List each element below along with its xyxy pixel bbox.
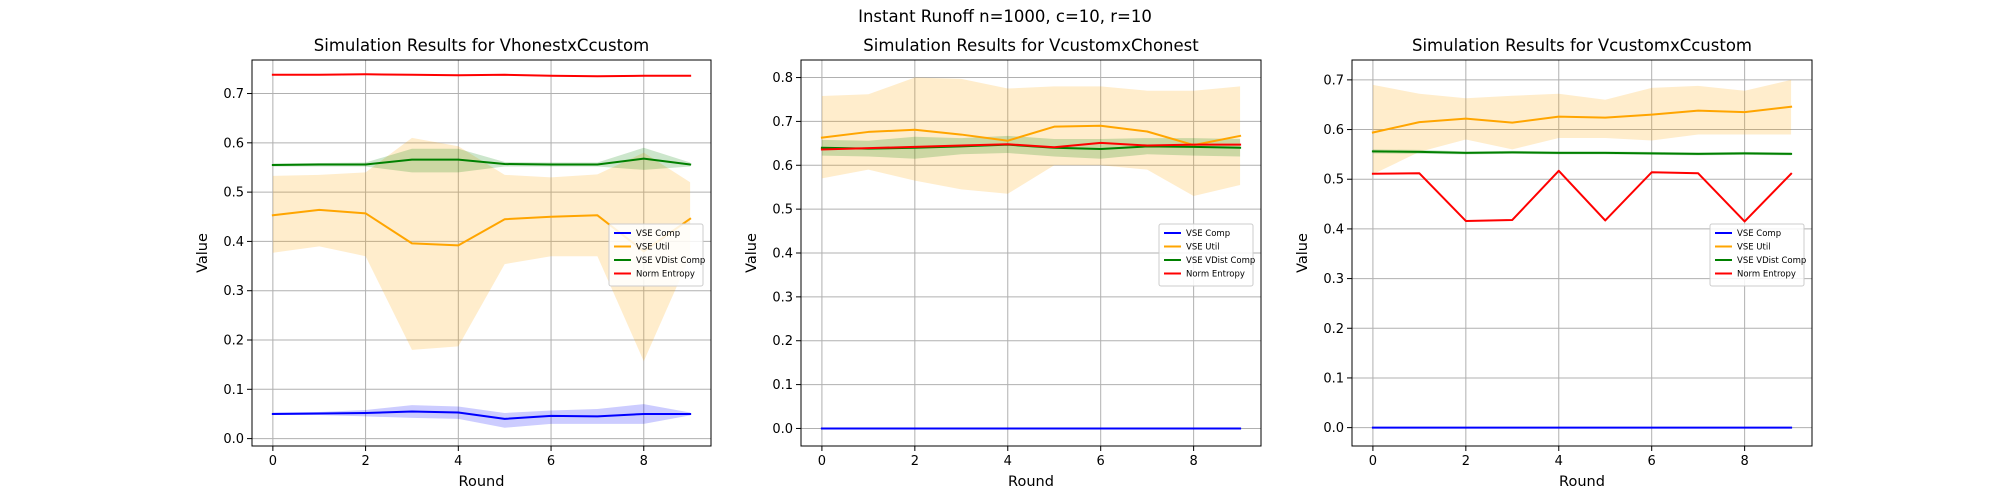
- band-vse-util: [1372, 79, 1792, 175]
- y-tick-label: 0.6: [772, 159, 793, 174]
- legend-label-vse-comp: VSE Comp: [1737, 229, 1781, 239]
- y-tick-label: 0.4: [223, 235, 244, 250]
- band-vse-util: [272, 137, 691, 362]
- axes-frame: [1351, 59, 1813, 447]
- legend-label-vse-vdist-comp: VSE VDist Comp: [636, 256, 705, 266]
- y-tick-label: 0.0: [1323, 421, 1344, 436]
- legend-label-norm-entropy: Norm Entropy: [1186, 270, 1245, 280]
- legend-label-vse-util: VSE Util: [1737, 243, 1771, 253]
- axes-frame: [251, 59, 712, 447]
- y-tick-label: 0.2: [772, 334, 793, 349]
- y-tick-label: 0.2: [223, 334, 244, 349]
- x-axis-label: Round: [459, 474, 505, 490]
- chart-vcustomxchonest: 0 2 4 6 8 0.0 0.1 0.2 0.3 0.4 0.5 0.6 0.7 0.8 Round Val…: [744, 36, 1262, 490]
- legend-label-vse-vdist-comp: VSE VDist Comp: [1186, 256, 1255, 266]
- x-tick-label: 2: [911, 454, 919, 469]
- line-vse-vdist-comp: [271, 157, 692, 167]
- x-tick-label: 4: [1004, 454, 1012, 469]
- y-tick-label: 0.1: [1323, 371, 1344, 386]
- line-vse-util: [820, 124, 1242, 147]
- legend-label-norm-entropy: Norm Entropy: [1737, 270, 1796, 280]
- x-axis-label: Round: [1008, 474, 1054, 490]
- chart-title: Simulation Results for VhonestxCcustom: [314, 36, 649, 55]
- y-tick-label: 0.2: [1323, 322, 1344, 337]
- y-tick-label: 0.1: [772, 378, 793, 393]
- y-axis-label: Value: [744, 233, 760, 273]
- legend-label-vse-comp: VSE Comp: [636, 229, 680, 239]
- x-tick-label: 6: [1097, 454, 1105, 469]
- x-tick-label: 4: [1555, 454, 1563, 469]
- chart-title: Simulation Results for VcustomxChonest: [863, 36, 1199, 55]
- x-tick-label: 2: [1462, 454, 1470, 469]
- line-norm-entropy: [271, 73, 692, 78]
- y-axis-label: Value: [195, 233, 211, 273]
- line-norm-entropy: [1371, 169, 1793, 223]
- chart-vhonestxccustom: 0 2 4 6 8 0.0 0.1 0.2 0.3 0.4 0.5 0.6 0.7 Round Value S…: [195, 36, 712, 490]
- legend-box: [608, 223, 704, 287]
- y-tick-label: 0.3: [223, 284, 244, 299]
- y-axis-label: Value: [1295, 233, 1311, 273]
- legend-label-norm-entropy: Norm Entropy: [636, 270, 695, 280]
- y-tick-label: 0.6: [223, 136, 244, 151]
- line-norm-entropy: [820, 141, 1242, 151]
- y-tick-label: 0.7: [772, 115, 793, 130]
- band-vse-vdist-comp: [272, 147, 691, 173]
- chart-vcustomxccustom: 0 2 4 6 8 0.0 0.1 0.2 0.3 0.4 0.5 0.6 0.7 Round Value S…: [1295, 36, 1813, 490]
- y-tick-label: 0.8: [772, 71, 793, 86]
- x-tick-label: 0: [818, 454, 826, 469]
- y-tick-label: 0.3: [1323, 272, 1344, 287]
- y-tick-label: 0.5: [223, 186, 244, 201]
- y-tick-label: 0.7: [1323, 73, 1344, 88]
- y-tick-label: 0.3: [772, 290, 793, 305]
- x-tick-label: 6: [547, 454, 555, 469]
- legend-box: [1158, 223, 1254, 287]
- legend-label-vse-comp: VSE Comp: [1186, 229, 1230, 239]
- x-axis-label: Round: [1559, 474, 1605, 490]
- y-tick-label: 0.5: [1323, 173, 1344, 188]
- legend-label-vse-vdist-comp: VSE VDist Comp: [1737, 256, 1806, 266]
- legend-box: [1709, 223, 1805, 287]
- chart-title: Simulation Results for VcustomxCcustom: [1412, 36, 1752, 55]
- x-tick-label: 0: [1369, 454, 1377, 469]
- x-tick-label: 8: [640, 454, 648, 469]
- y-tick-label: 0.5: [772, 203, 793, 218]
- y-tick-label: 0.1: [223, 383, 244, 398]
- legend-label-vse-util: VSE Util: [1186, 243, 1220, 253]
- y-tick-label: 0.0: [772, 422, 793, 437]
- legend: VSE Comp VSE Util VSE VDist Comp Norm Entro…: [1709, 223, 1806, 287]
- y-tick-label: 0.4: [772, 247, 793, 262]
- legend-label-vse-util: VSE Util: [636, 243, 670, 253]
- band-vse-vdist-comp: [821, 135, 1241, 159]
- legend: VSE Comp VSE Util VSE VDist Comp Norm Entro…: [1158, 223, 1255, 287]
- x-tick-label: 2: [361, 454, 369, 469]
- x-tick-label: 4: [454, 454, 462, 469]
- x-tick-label: 0: [269, 454, 277, 469]
- y-tick-label: 0.0: [223, 432, 244, 447]
- x-tick-label: 8: [1740, 454, 1748, 469]
- line-vse-vdist-comp: [1371, 150, 1793, 155]
- x-tick-label: 8: [1189, 454, 1197, 469]
- y-tick-label: 0.4: [1323, 222, 1344, 237]
- line-vse-util: [1371, 105, 1793, 134]
- band-vse-util: [821, 77, 1241, 196]
- figure-suptitle: Instant Runoff n=1000, c=10, r=10: [858, 7, 1152, 26]
- y-tick-label: 0.7: [223, 87, 244, 102]
- line-vse-comp: [271, 410, 692, 420]
- x-tick-label: 6: [1648, 454, 1656, 469]
- y-tick-label: 0.6: [1323, 123, 1344, 138]
- legend: VSE Comp VSE Util VSE VDist Comp Norm Entro…: [608, 223, 705, 287]
